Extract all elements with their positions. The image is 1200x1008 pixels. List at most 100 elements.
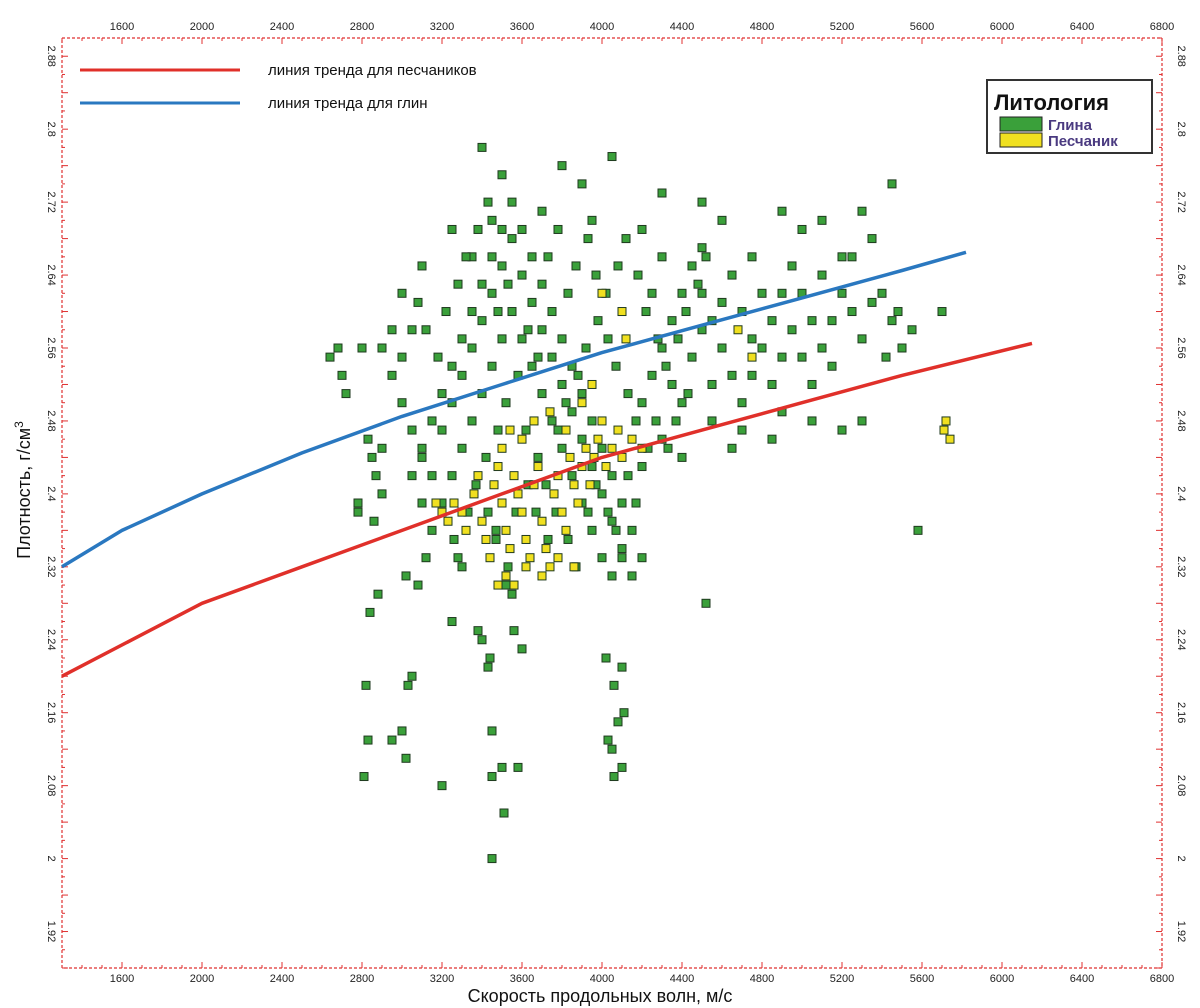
data-point: [557, 443, 567, 453]
data-point: [531, 507, 541, 517]
data-point: [807, 316, 817, 326]
data-point: [597, 288, 607, 298]
x-tick-label-bottom: 2400: [270, 973, 294, 985]
data-point: [497, 170, 507, 180]
x-tick-label-bottom: 3600: [510, 973, 534, 985]
data-point: [857, 416, 867, 426]
data-point: [657, 343, 667, 353]
data-point: [413, 297, 423, 307]
data-point: [767, 316, 777, 326]
data-point: [513, 489, 523, 499]
data-point: [481, 452, 491, 462]
y-axis-title-sup: 3: [12, 421, 26, 428]
data-point: [619, 708, 629, 718]
data-point: [609, 680, 619, 690]
data-point: [365, 607, 375, 617]
data-point: [613, 425, 623, 435]
data-point: [577, 434, 587, 444]
data-point: [527, 297, 537, 307]
data-point: [493, 307, 503, 317]
data-point: [693, 279, 703, 289]
data-point: [607, 516, 617, 526]
data-point: [517, 507, 527, 517]
data-point: [937, 307, 947, 317]
data-point: [497, 334, 507, 344]
data-point: [537, 571, 547, 581]
data-point: [401, 753, 411, 763]
data-points: [325, 142, 955, 864]
data-point: [587, 215, 597, 225]
y-tick-label-right: 2.64: [1175, 264, 1187, 285]
data-point: [887, 316, 897, 326]
data-point: [533, 452, 543, 462]
data-point: [647, 288, 657, 298]
data-point: [505, 544, 515, 554]
plot-frame: [61, 37, 1163, 969]
data-point: [497, 261, 507, 271]
data-point: [557, 379, 567, 389]
x-tick-label-top: 3200: [430, 21, 454, 33]
data-point: [407, 425, 417, 435]
data-point: [417, 261, 427, 271]
data-point: [337, 370, 347, 380]
legend-label-clay: Глина: [1048, 117, 1093, 134]
data-point: [397, 398, 407, 408]
data-point: [523, 325, 533, 335]
x-tick-label-top: 2400: [270, 21, 294, 33]
data-point: [507, 197, 517, 207]
data-point: [449, 534, 459, 544]
data-point: [357, 343, 367, 353]
data-point: [487, 252, 497, 262]
data-point: [631, 498, 641, 508]
data-point: [707, 379, 717, 389]
data-point: [727, 270, 737, 280]
data-point: [507, 589, 517, 599]
y-tick-label-right: 2.8: [1175, 122, 1187, 137]
data-point: [481, 534, 491, 544]
data-point: [661, 361, 671, 371]
trend-lines: [61, 250, 1033, 678]
x-tick-label-bottom: 3200: [430, 973, 454, 985]
data-point: [717, 297, 727, 307]
data-point: [563, 288, 573, 298]
data-point: [477, 279, 487, 289]
data-point: [585, 480, 595, 490]
data-point: [641, 307, 651, 317]
y-axis-title-main: Плотность, г/см: [14, 428, 34, 559]
data-point: [621, 234, 631, 244]
data-point: [817, 343, 827, 353]
data-point: [617, 307, 627, 317]
data-point: [473, 471, 483, 481]
data-point: [461, 252, 471, 262]
y-tick-label-right: 1.92: [1175, 921, 1187, 942]
data-point: [359, 772, 369, 782]
data-point: [473, 224, 483, 234]
data-point: [417, 498, 427, 508]
data-point: [571, 261, 581, 271]
data-point: [477, 516, 487, 526]
data-point: [767, 379, 777, 389]
data-point: [545, 562, 555, 572]
data-point: [507, 234, 517, 244]
data-point: [333, 343, 343, 353]
data-point: [487, 361, 497, 371]
data-point: [501, 580, 511, 590]
data-point: [477, 635, 487, 645]
data-point: [537, 389, 547, 399]
data-point: [493, 462, 503, 472]
data-point: [617, 544, 627, 554]
data-point: [443, 516, 453, 526]
data-point: [637, 462, 647, 472]
data-point: [437, 425, 447, 435]
y-tick-label-left: 2.08: [45, 775, 57, 796]
y-tick-label-right: 2.48: [1175, 410, 1187, 431]
data-point: [747, 352, 757, 362]
y-tick-label-left: 2.64: [45, 264, 57, 285]
data-point: [521, 425, 531, 435]
data-point: [567, 471, 577, 481]
data-point: [577, 398, 587, 408]
x-tick-label-bottom: 6800: [1150, 973, 1174, 985]
data-point: [367, 452, 377, 462]
x-axis-title: Скорость продольных волн, м/с: [468, 986, 733, 1006]
data-point: [617, 498, 627, 508]
